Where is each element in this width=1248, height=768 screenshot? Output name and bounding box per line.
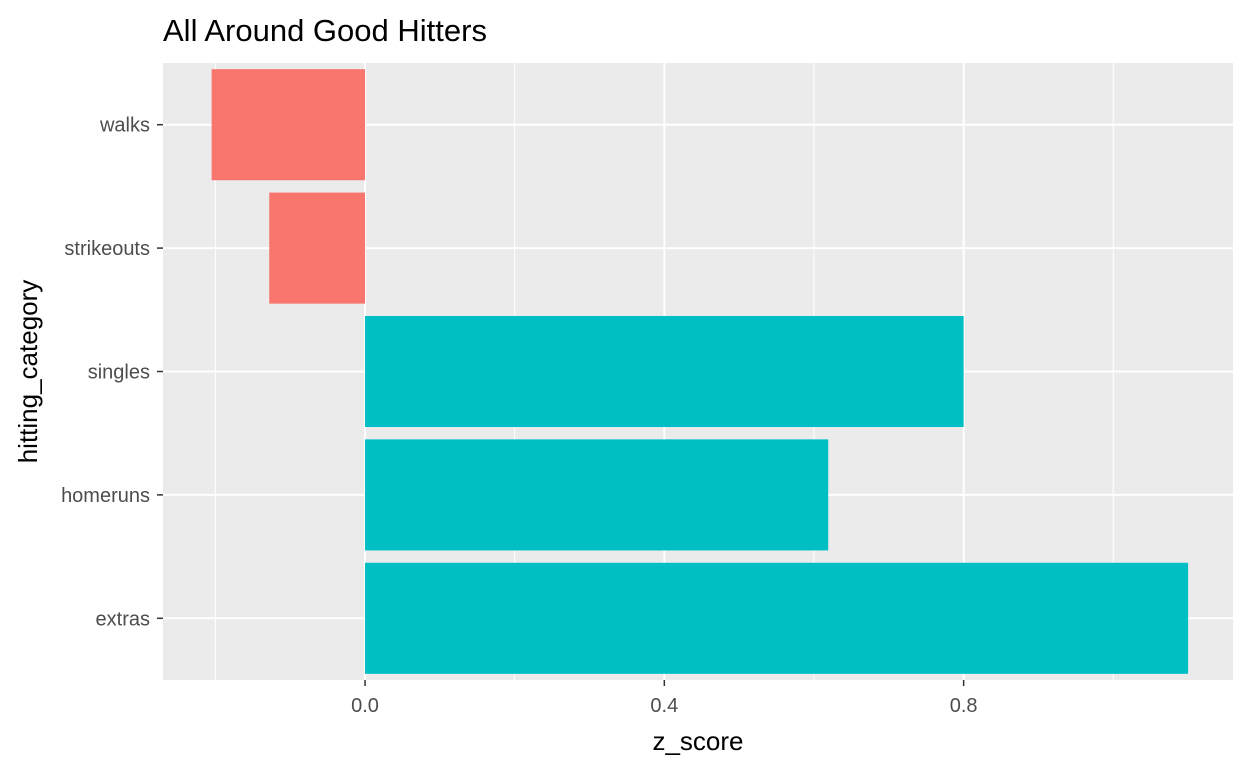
bar-walks [211, 69, 366, 181]
axes: walks strikeouts singles homeruns extras 0.0 0… [61, 115, 977, 717]
y-tick-label: singles [88, 362, 150, 384]
bar-homeruns [365, 439, 829, 551]
y-tick-label: strikeouts [64, 238, 150, 260]
bar-strikeouts [269, 192, 366, 304]
y-tick-label: homeruns [61, 485, 150, 507]
bar-extras [365, 562, 1189, 674]
x-tick-label: 0.4 [650, 695, 678, 717]
chart-title: All Around Good Hitters [163, 13, 487, 48]
x-tick-label: 0.0 [351, 695, 379, 717]
bar-singles [365, 315, 964, 428]
x-tick-label: 0.8 [950, 695, 978, 717]
bars [211, 69, 1189, 674]
x-axis-title: z_score [652, 726, 743, 756]
y-tick-label: walks [99, 115, 150, 137]
y-axis-title: hitting_category [13, 280, 43, 464]
y-tick-label: extras [96, 608, 150, 630]
